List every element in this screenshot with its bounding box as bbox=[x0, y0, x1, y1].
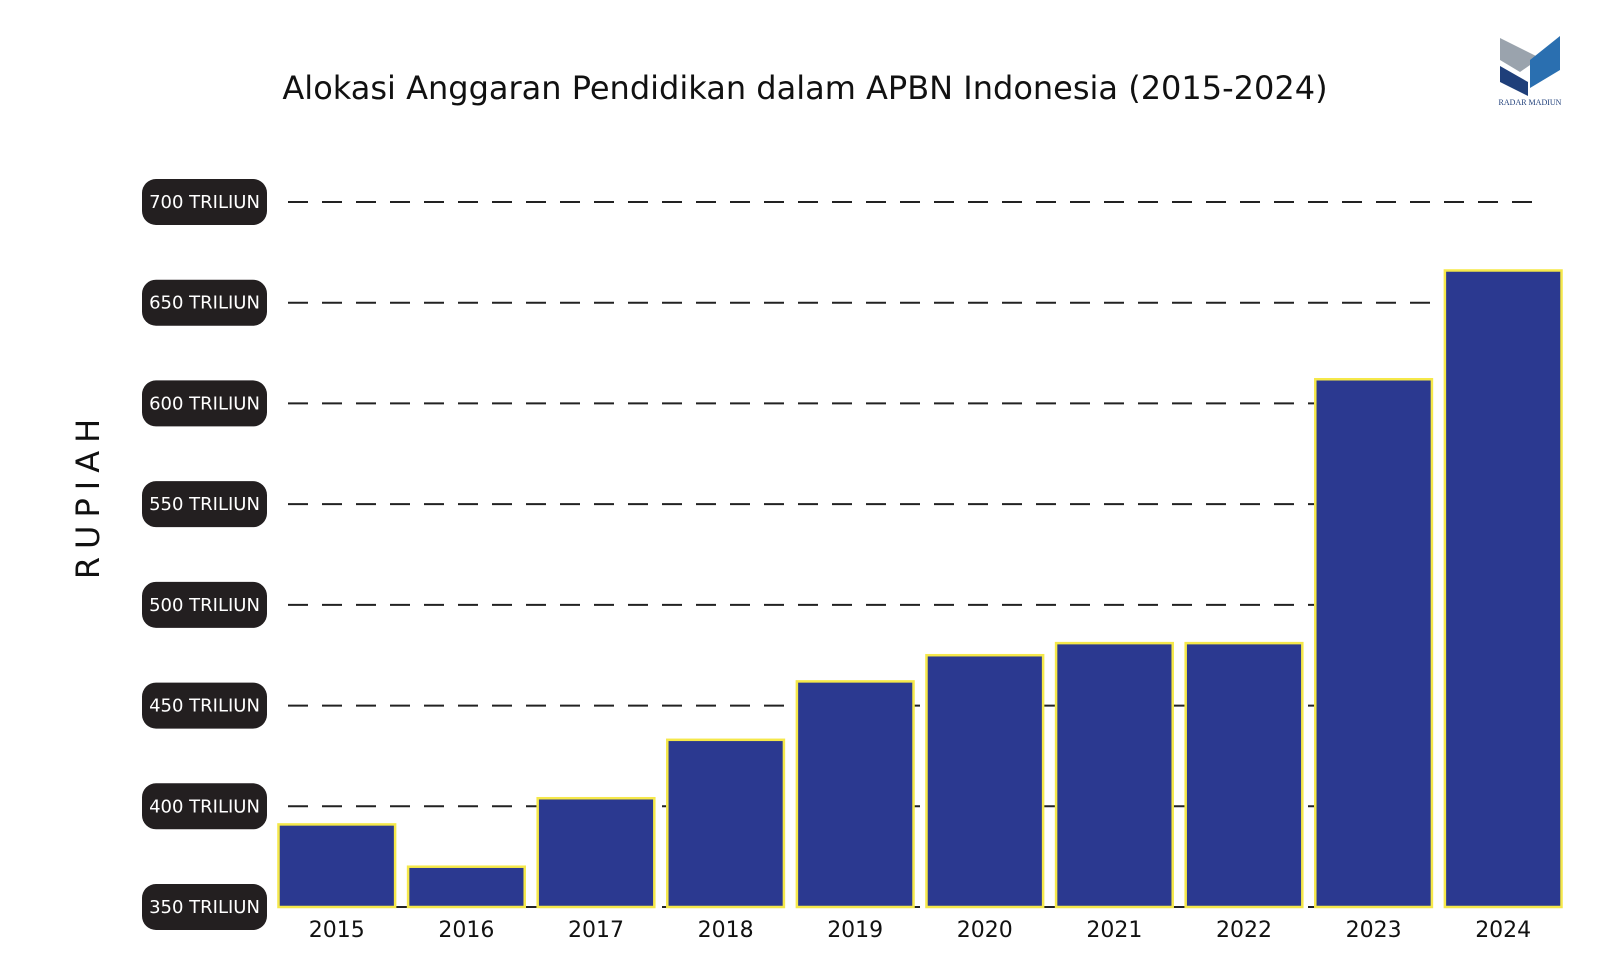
logo-shape bbox=[1500, 66, 1528, 96]
bar bbox=[1054, 641, 1174, 909]
x-tick-label: 2015 bbox=[309, 918, 365, 943]
y-tick-label: 400 TRILIUN bbox=[149, 796, 260, 817]
x-tick-label: 2017 bbox=[568, 918, 624, 943]
y-tick-label: 500 TRILIUN bbox=[149, 595, 260, 616]
y-tick-label: 350 TRILIUN bbox=[149, 897, 260, 918]
bar bbox=[536, 796, 656, 909]
logo-text: RADAR MADIUN bbox=[1499, 98, 1562, 107]
x-tick-label: 2024 bbox=[1475, 918, 1531, 943]
bar bbox=[925, 653, 1045, 909]
y-tick-label: 650 TRILIUN bbox=[149, 293, 260, 314]
x-tick-label: 2020 bbox=[957, 918, 1013, 943]
y-tick-label: 700 TRILIUN bbox=[149, 192, 260, 213]
bar bbox=[666, 738, 786, 909]
bar bbox=[277, 823, 397, 909]
logo: RADAR MADIUN bbox=[1499, 36, 1562, 107]
y-tick-label: 450 TRILIUN bbox=[149, 696, 260, 717]
bar bbox=[406, 865, 526, 909]
tick-pill bbox=[142, 682, 267, 729]
x-tick-label: 2019 bbox=[827, 918, 883, 943]
bar bbox=[1184, 641, 1304, 909]
x-tick-label: 2016 bbox=[438, 918, 494, 943]
chart-title: Alokasi Anggaran Pendidikan dalam APBN I… bbox=[282, 69, 1327, 107]
bar bbox=[1443, 269, 1563, 909]
tick-pill bbox=[142, 783, 267, 830]
y-tick-label: 600 TRILIUN bbox=[149, 393, 260, 414]
y-tick-label: 550 TRILIUN bbox=[149, 494, 260, 515]
x-tick-label: 2018 bbox=[698, 918, 754, 943]
tick-pill bbox=[142, 279, 267, 326]
x-tick-label: 2022 bbox=[1216, 918, 1272, 943]
bar bbox=[795, 680, 915, 909]
x-tick-label: 2023 bbox=[1346, 918, 1402, 943]
tick-pill bbox=[142, 581, 267, 628]
y-axis-label: RUPIAH bbox=[69, 411, 107, 579]
logo-shape bbox=[1530, 36, 1560, 88]
x-tick-label: 2021 bbox=[1086, 918, 1142, 943]
tick-pill bbox=[142, 380, 267, 427]
bar bbox=[1314, 378, 1434, 909]
tick-pill bbox=[142, 884, 267, 930]
tick-pill bbox=[142, 179, 267, 225]
tick-pill bbox=[142, 481, 267, 528]
